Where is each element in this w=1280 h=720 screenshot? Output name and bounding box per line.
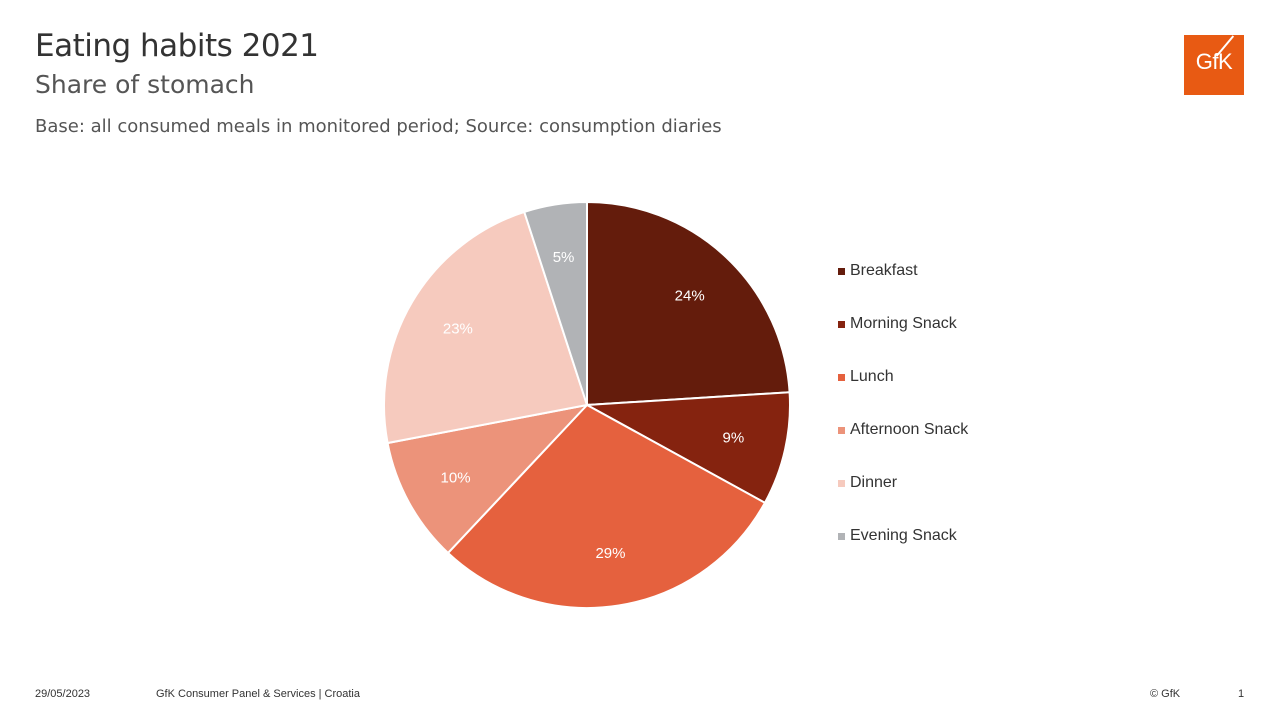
legend-item-morning-snack: Morning Snack (838, 315, 1058, 368)
data-label-evening-snack: 5% (553, 249, 575, 266)
gfk-logo: GfK (1184, 35, 1244, 95)
data-label-morning-snack: 9% (723, 430, 745, 447)
legend-label: Breakfast (850, 262, 918, 279)
data-label-lunch: 29% (595, 545, 625, 562)
pie-slice-breakfast (586, 200, 791, 407)
legend-swatch (838, 427, 845, 434)
footer-page-number: 1 (1238, 688, 1245, 700)
legend-item-evening-snack: Evening Snack (838, 527, 1058, 580)
base-note: Base: all consumed meals in monitored pe… (35, 116, 722, 137)
footer-date: 29/05/2023 (35, 688, 91, 700)
footer-source: GfK Consumer Panel & Services | Croatia (156, 688, 360, 700)
legend-label: Afternoon Snack (850, 421, 969, 438)
legend-label: Morning Snack (850, 315, 957, 332)
pie-slice-afternoon-snack (386, 403, 590, 555)
legend-item-afternoon-snack: Afternoon Snack (838, 421, 1058, 474)
data-label-dinner: 23% (443, 321, 473, 338)
legend-swatch (838, 268, 845, 275)
legend-swatch (838, 480, 845, 487)
pie-slice-dinner (383, 210, 589, 445)
legend-item-dinner: Dinner (838, 474, 1058, 527)
data-label-afternoon-snack: 10% (441, 469, 471, 486)
pie-slice-lunch (446, 403, 767, 609)
legend-swatch (838, 374, 845, 381)
data-label-breakfast: 24% (675, 288, 705, 305)
page-subtitle: Share of stomach (35, 70, 255, 99)
legend-item-breakfast: Breakfast (838, 262, 1058, 315)
legend-label: Evening Snack (850, 527, 957, 544)
page-title: Eating habits 2021 (35, 28, 319, 64)
logo-text: GfK (1195, 49, 1233, 74)
footer-copyright: © GfK (1150, 688, 1181, 700)
legend-label: Lunch (850, 368, 894, 385)
legend-swatch (838, 321, 845, 328)
legend-item-lunch: Lunch (838, 368, 1058, 421)
legend-swatch (838, 533, 845, 540)
pie-slice-morning-snack (583, 391, 791, 505)
pie-slice-evening-snack (523, 200, 588, 406)
legend-label: Dinner (850, 474, 898, 491)
pie-data-labels: 24% 9% 29% 10% 23% 5% (441, 249, 745, 562)
pie-slices (383, 200, 791, 609)
chart-legend: Breakfast Morning Snack Lunch Afternoon Sna… (838, 262, 1058, 580)
